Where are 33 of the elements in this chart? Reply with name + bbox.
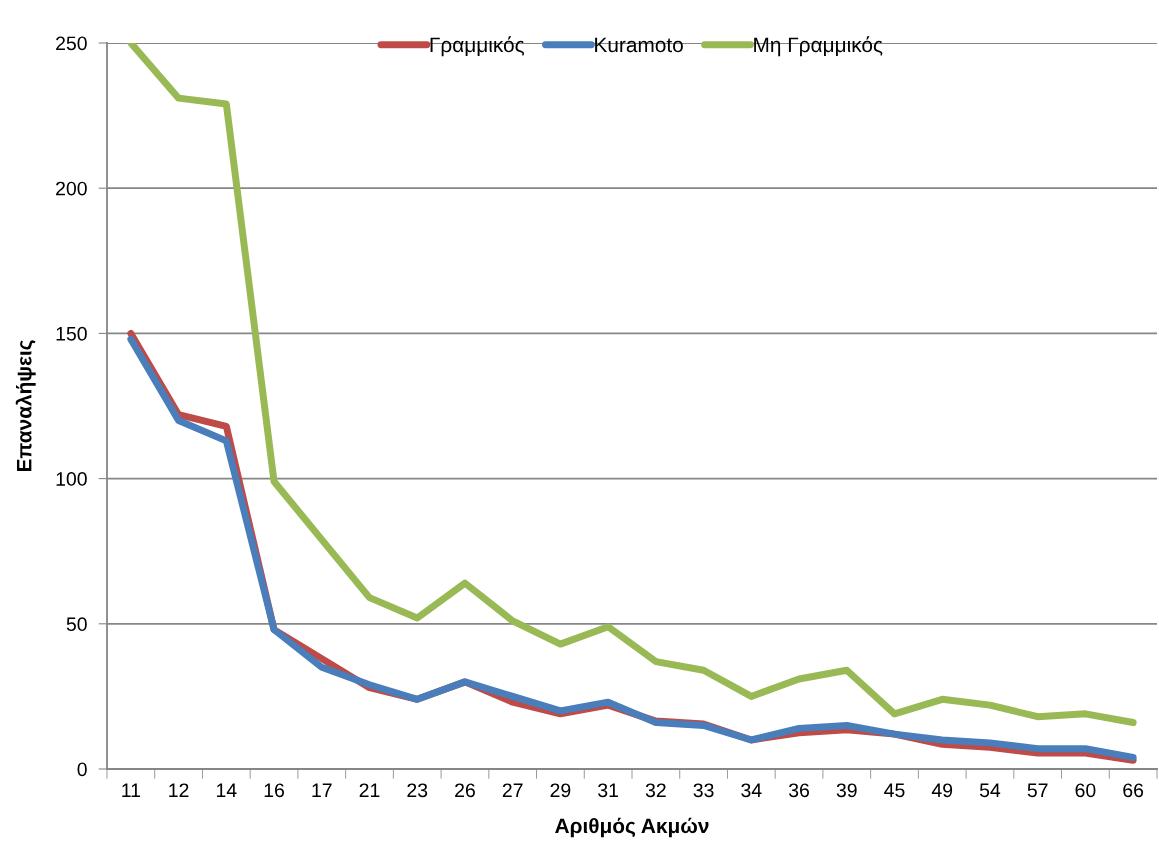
y-tick-label: 150 [56,326,87,341]
y-tick-label: 200 [56,181,87,196]
legend-label: Γραμμικός [430,36,525,57]
x-tick-label: 21 [359,783,380,797]
x-tick-label: 60 [1075,783,1096,798]
x-tick-label: 33 [693,783,714,798]
x-tick-label: 32 [645,783,666,798]
y-tick-label: 0 [77,762,87,777]
y-tick-label: 100 [56,472,87,486]
x-tick-label: 34 [741,783,762,798]
x-tick-label: 54 [979,783,1001,798]
x-tick-label: 36 [788,783,810,798]
x-tick-label: 12 [169,783,189,797]
x-tick-label: 31 [598,783,618,798]
x-tick-label: 26 [455,783,475,798]
x-tick-label: 66 [1123,783,1144,798]
x-tick-label: 16 [264,783,285,798]
x-tick-label: 29 [550,783,571,798]
x-tick-label: 49 [931,783,953,798]
legend-label: Kuramoto [595,37,683,53]
x-tick-label: 23 [407,783,428,798]
x-tick-label: 45 [884,783,905,798]
y-tick-label: 50 [66,617,87,632]
x-tick-label: 11 [122,783,141,797]
y-axis-title: Επαναλήψεις [15,340,36,472]
y-tick-label: 250 [56,36,87,51]
x-tick-label: 57 [1027,783,1048,798]
x-tick-label: 27 [502,783,523,797]
x-tick-label: 39 [836,783,857,798]
x-tick-label: 14 [216,783,237,797]
legend-label: Μη Γραμμικός [754,36,883,57]
x-tick-label: 17 [312,783,332,797]
x-axis-title: Αριθμός Ακμών [555,817,709,838]
